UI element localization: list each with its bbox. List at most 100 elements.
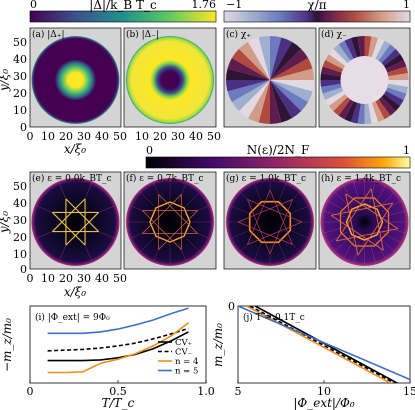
dos-ridge (345, 193, 359, 256)
dos-spoke (353, 241, 360, 263)
colorbar-abs-delta: 0 |Δ|/k_B T_c 1.76 (29, 0, 217, 23)
dos-spoke (383, 226, 406, 234)
panel-a-label: (a) |Δ₊| (32, 29, 65, 40)
dos-ridge (237, 199, 293, 223)
dos-spoke (292, 205, 309, 214)
dos-ridge (357, 202, 394, 256)
dos-spoke (278, 244, 287, 261)
colorbar-abs-delta-max: 1.76 (192, 0, 217, 11)
dos-ridge (345, 193, 399, 230)
mid-ytick-0: 0 (20, 263, 27, 276)
dos-spoke (378, 235, 395, 252)
mid-ytick-30: 30 (13, 214, 27, 227)
top-row: (a) |Δ₊| (b) |Δ₋| (c) χ₊ (d) χ₋ 50 40 30… (0, 27, 411, 156)
phase-sector (270, 36, 282, 80)
panel-g-label: (g) ε = 1.0k_BT_c (226, 173, 306, 184)
dos-ridge (330, 214, 384, 251)
middle-row: (e) ε = 0.0k_BT_c (f) ε = 0.7k_BT_c (g) … (0, 171, 411, 299)
panel-e-label: (e) ε = 0.0k_BT_c (32, 173, 112, 184)
dos-spoke (185, 192, 200, 207)
dos-ridge (65, 198, 99, 232)
top-ytick-50: 50 (13, 36, 27, 49)
colorbar-dos-max: 1 (403, 144, 410, 157)
panel-e-disk (31, 178, 120, 266)
dos-spoke (59, 245, 67, 261)
phase-sector (270, 80, 309, 112)
dos-spoke (190, 230, 209, 239)
dos-ridge (336, 228, 398, 242)
dos-spoke (178, 183, 187, 202)
mid-ylabel: y/ξ₀ (0, 211, 11, 234)
panel-f-dos-pattern (128, 180, 212, 264)
chart-i: 0 0.5 1.0 (i) |Φ_ext| = 9Φ₀ −m_z/m₀ T/T_c … (0, 305, 215, 410)
mid-ytick-50: 50 (13, 180, 27, 193)
mid-ytick-10: 10 (13, 248, 27, 261)
series-line-1 (47, 327, 189, 352)
dos-spoke (253, 183, 262, 200)
xtick-label: 0 (27, 385, 34, 398)
dos-ridge (269, 189, 293, 245)
colorbar-abs-delta-gradient (29, 10, 217, 23)
series-line-3 (47, 307, 189, 335)
colorbar-abs-delta-min: 0 (30, 0, 37, 11)
xtick-label: 1.0 (197, 385, 215, 398)
phase-sector (238, 80, 270, 119)
dos-spoke (240, 192, 254, 206)
colorbar-dos-label: N(ε)/2N_F (247, 143, 310, 157)
top-row-x-axis: 0 10 20 30 40 50 10 20 30 40 50 x/ξ₀ (27, 130, 222, 156)
dos-spoke (369, 181, 376, 203)
phase-sector (270, 37, 292, 80)
panel-b: (b) |Δ₋| (123, 27, 217, 128)
dos-spoke (178, 242, 187, 261)
panel-a-disk (31, 36, 120, 124)
phase-sector (231, 80, 270, 112)
chart-j-ticks: 5 10 15 0 (228, 300, 415, 398)
phase-sector (248, 37, 270, 80)
dos-spoke (185, 237, 200, 252)
dos-ridge (247, 221, 303, 245)
top-ytick-0: 0 (20, 121, 27, 134)
series-line-0 (47, 331, 189, 362)
series-line-2 (47, 322, 189, 374)
dos-spoke (328, 231, 348, 244)
middle-row-y-axis: 50 40 30 20 10 0 y/ξ₀ (0, 180, 27, 276)
mid-xtick-10: 10 (41, 272, 55, 285)
dos-spoke (328, 200, 348, 213)
colorbar-dos-gradient (145, 156, 411, 169)
colorbar-chi-max: 1 (403, 0, 410, 11)
dos-spoke (231, 230, 248, 239)
panel-d-phase-disk (320, 36, 409, 124)
top-xtick-40: 40 (95, 130, 109, 143)
phase-sector (270, 58, 313, 80)
mid-ytick-40: 40 (13, 197, 27, 210)
top-xtick-30: 30 (77, 130, 91, 143)
colorbar-chi-gradient (223, 10, 411, 23)
series-line-3 (238, 306, 410, 381)
top-b-xtick-30: 30 (171, 130, 185, 143)
panel-e-dos-pattern (36, 183, 115, 261)
dos-spoke (190, 205, 209, 214)
chart-j-ylabel: m_z/m₀ (211, 323, 225, 367)
panel-b-label: (b) |Δ₋| (126, 29, 159, 40)
top-b-xtick-20: 20 (153, 130, 167, 143)
panel-d-label: (d) χ₋ (321, 29, 347, 40)
xtick-label: 5 (235, 385, 242, 398)
dos-ridge (52, 212, 86, 246)
phase-sector (270, 80, 313, 102)
colorbar-chi-label: χ/π (307, 0, 326, 12)
panel-c-phase-disk (226, 36, 314, 124)
dos-spoke (153, 242, 162, 261)
top-ytick-20: 20 (13, 87, 27, 100)
series-line-0 (254, 306, 399, 383)
colorbar-chi-min: −1 (226, 0, 242, 11)
xtick-label: 0.5 (109, 385, 127, 398)
top-ytick-40: 40 (13, 53, 27, 66)
dos-spoke (323, 210, 346, 218)
dos-spoke (36, 205, 53, 213)
dos-spoke (278, 183, 287, 200)
phase-sector (270, 80, 292, 123)
legend-label: CV₋ (175, 348, 192, 358)
dos-spoke (353, 181, 360, 203)
xtick-label: 15 (403, 385, 415, 398)
